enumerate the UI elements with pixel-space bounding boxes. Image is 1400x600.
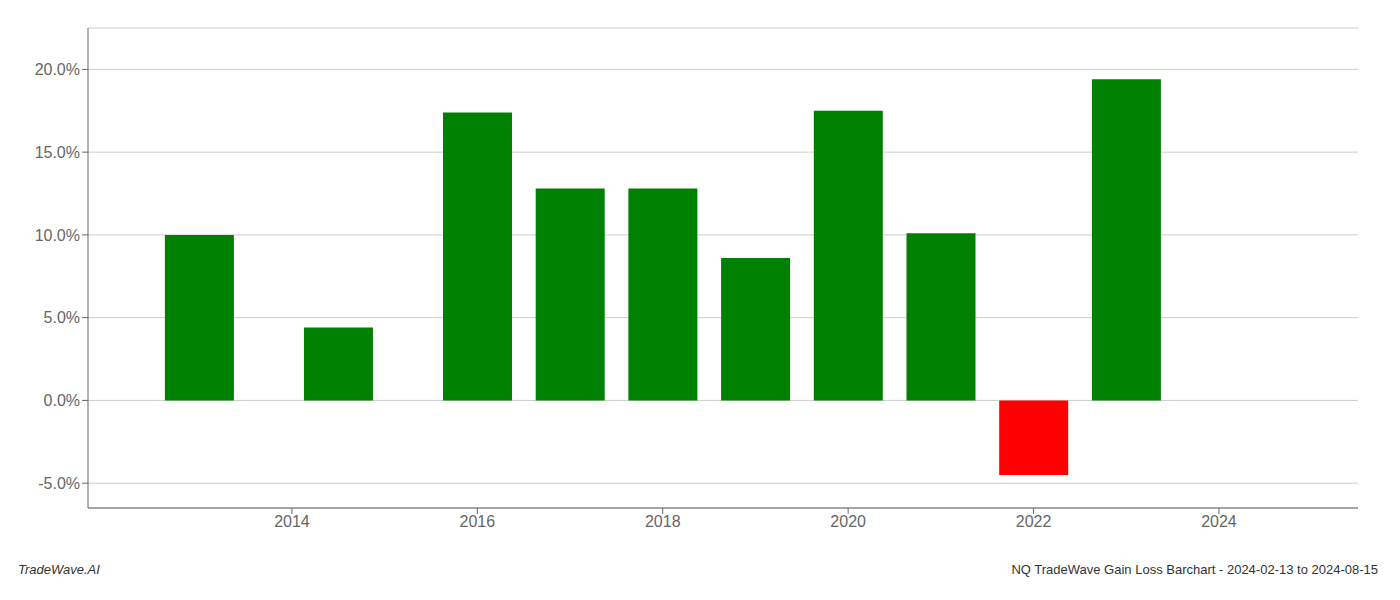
svg-text:2022: 2022 bbox=[1016, 513, 1052, 530]
html-text:NQ TradeWave Gain Loss Barchar: NQ TradeWave Gain Loss Barchart - 2024-0… bbox=[1011, 562, 1378, 577]
svg-text:2014: 2014 bbox=[274, 513, 310, 530]
svg-text:0.0%: 0.0% bbox=[44, 392, 80, 409]
svg-text:20.0%: 20.0% bbox=[35, 61, 80, 78]
html-text:TradeWave.AI: TradeWave.AI bbox=[18, 562, 100, 577]
svg-text:-5.0%: -5.0% bbox=[38, 475, 80, 492]
svg-text:2020: 2020 bbox=[830, 513, 866, 530]
svg-text:5.0%: 5.0% bbox=[44, 309, 80, 326]
svg-text:10.0%: 10.0% bbox=[35, 227, 80, 244]
svg-text:2016: 2016 bbox=[460, 513, 496, 530]
svg-text:15.0%: 15.0% bbox=[35, 144, 80, 161]
svg-text:2024: 2024 bbox=[1201, 513, 1237, 530]
svg-text:2018: 2018 bbox=[645, 513, 681, 530]
